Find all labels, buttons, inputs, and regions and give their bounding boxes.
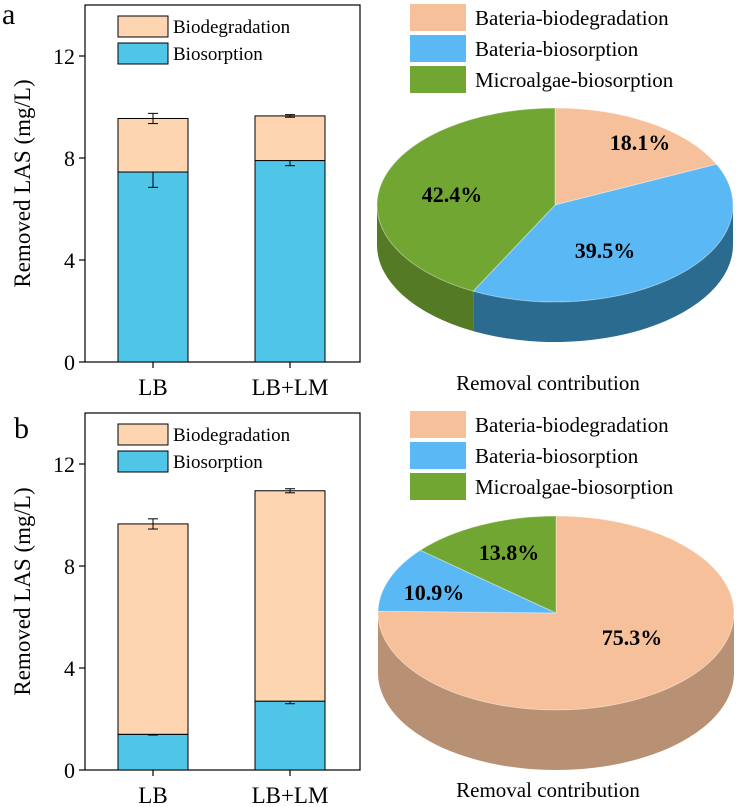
bar-biodegradation (117, 523, 189, 735)
bar-biodegradation (254, 115, 326, 162)
pie-slice-bateria-biosorption (377, 549, 557, 614)
y-tick-label: 12 (53, 44, 75, 69)
legend-label: Biosorption (173, 452, 263, 473)
pie-side (473, 205, 733, 342)
legend-label: Microalgae-biosorption (475, 68, 674, 92)
bar-biosorption (117, 171, 189, 363)
legend-swatch (117, 450, 169, 473)
bar-biosorption (117, 733, 189, 771)
pie-side (377, 205, 474, 332)
pie-title: Removal contribution (456, 371, 640, 395)
x-tick-label: LB+LM (252, 783, 329, 807)
pie-slice-microalgae-biosorption (376, 107, 556, 292)
pie-value-label: 10.9% (404, 580, 465, 605)
legend-label: Biodegradation (173, 17, 291, 38)
y-tick-label: 0 (64, 350, 75, 375)
bar-chart-b: 0 4 8 12 Removed LAS (mg/L) LB LB+LM Biodegrada… (10, 412, 361, 807)
pie-value-label: 42.4% (422, 182, 483, 207)
pie-slice-microalgae-biosorption (419, 515, 557, 614)
pie-chart-a: 18.1% 39.5% 42.4% Bateria-biodegradation Bat… (376, 4, 734, 395)
y-tick-label: 8 (64, 554, 75, 579)
legend-swatch (410, 35, 466, 62)
bar-biodegradation (254, 490, 326, 702)
pie-chart-b: 75.3% 10.9% 13.8% Bateria-biodegradation Bat… (377, 411, 735, 802)
y-axis-label: Removed LAS (mg/L) (10, 487, 35, 695)
legend-swatch (410, 473, 466, 500)
pie-side (378, 613, 734, 770)
panel-label-a: a (2, 0, 15, 31)
legend-swatch (117, 423, 169, 446)
bar-biosorption (254, 160, 326, 363)
panel-label-b: b (14, 412, 29, 445)
y-tick-label: 12 (53, 452, 75, 477)
bar-biodegradation (117, 117, 189, 173)
pie-value-label: 39.5% (575, 238, 636, 263)
bar-chart-a: 0 4 8 12 Removed LAS (mg/L) LB LB+LM Biodegrada… (10, 4, 361, 400)
bar-biosorption (254, 700, 326, 771)
legend-swatch (410, 442, 466, 469)
plot-frame (84, 412, 361, 771)
pie-value-label: 75.3% (602, 625, 663, 650)
legend-swatch (410, 4, 466, 31)
legend-label: Bateria-biodegradation (475, 6, 669, 30)
y-tick-label: 4 (64, 656, 75, 681)
legend-label: Biosorption (173, 44, 263, 65)
legend-swatch (410, 411, 466, 438)
legend-label: Bateria-biodegradation (475, 413, 669, 437)
pie-value-label: 13.8% (479, 540, 540, 565)
legend-label: Bateria-biosorption (475, 444, 639, 468)
pie-title: Removal contribution (456, 778, 640, 802)
plot-frame (84, 4, 361, 363)
legend-swatch (117, 42, 169, 65)
x-tick-label: LB+LM (252, 375, 329, 400)
legend-label: Bateria-biosorption (475, 37, 639, 61)
y-tick-label: 0 (64, 758, 75, 783)
y-tick-label: 4 (64, 248, 75, 273)
legend-label: Biodegradation (173, 425, 291, 446)
y-tick-label: 8 (64, 146, 75, 171)
legend-swatch (117, 15, 169, 38)
pie-slice-bateria-biodegradation (554, 107, 718, 206)
pie-slice-bateria-biodegradation (377, 515, 735, 711)
pie-slice-bateria-biosorption (472, 163, 734, 303)
x-tick-label: LB (138, 783, 167, 807)
x-tick-label: LB (138, 375, 167, 400)
y-axis-label: Removed LAS (mg/L) (10, 79, 35, 287)
legend-swatch (410, 66, 466, 93)
pie-value-label: 18.1% (610, 130, 671, 155)
legend-label: Microalgae-biosorption (475, 475, 674, 499)
